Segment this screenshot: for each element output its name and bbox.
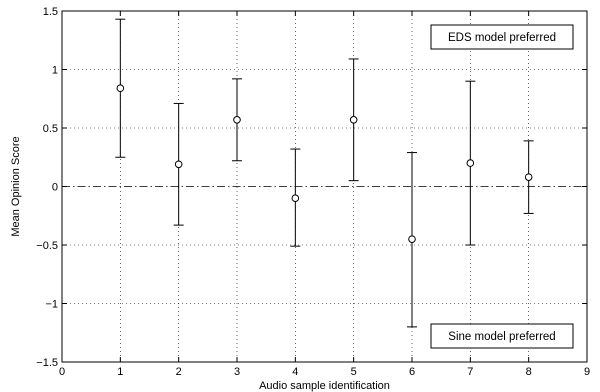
y-tick-label: 1.5 [43, 6, 58, 18]
mean-marker [174, 160, 183, 169]
data-markers [116, 84, 533, 243]
annotation-eds-preferred: EDS model preferred [430, 24, 574, 50]
y-tick-label: 1 [52, 65, 58, 77]
y-tick-labels: −1.5 −1 −0.5 0 0.5 1 1.5 [36, 6, 58, 369]
x-tick-label: 8 [526, 366, 532, 378]
annotations: EDS model preferred Sine model preferred [430, 24, 574, 349]
mean-marker [116, 84, 125, 93]
mean-marker [408, 235, 416, 243]
x-axis-label: Audio sample identification [259, 380, 390, 392]
x-tick-label: 1 [117, 366, 123, 378]
annotation-box [430, 323, 574, 349]
y-axis-label: Mean Opinion Score [10, 136, 22, 236]
y-tick-label: 0 [52, 182, 58, 194]
annotation-sine-preferred: Sine model preferred [430, 323, 574, 349]
annotation-box [430, 24, 574, 50]
axis-ticks [61, 10, 588, 363]
x-tick-label: 2 [176, 366, 182, 378]
x-tick-label: 7 [467, 366, 473, 378]
x-tick-label: 4 [292, 366, 298, 378]
x-tick-label: 9 [584, 366, 590, 378]
x-tick-label: 0 [59, 366, 65, 378]
mean-marker [291, 194, 300, 202]
y-tick-label: −1 [45, 299, 58, 311]
error-bars [115, 18, 534, 328]
annotation-text: EDS model preferred [448, 32, 556, 44]
mean-marker [233, 116, 241, 124]
x-tick-label: 3 [234, 366, 240, 378]
mean-marker [466, 159, 475, 167]
x-tick-labels: 0 1 2 3 4 5 6 7 8 9 [59, 366, 590, 378]
mean-marker [349, 116, 358, 124]
y-tick-label: 0.5 [43, 123, 58, 135]
x-tick-label: 5 [351, 366, 357, 378]
x-tick-label: 6 [409, 366, 415, 378]
annotation-text: Sine model preferred [448, 331, 555, 343]
y-tick-label: −1.5 [36, 357, 58, 369]
mean-marker [524, 173, 533, 181]
y-tick-label: −0.5 [36, 240, 58, 252]
